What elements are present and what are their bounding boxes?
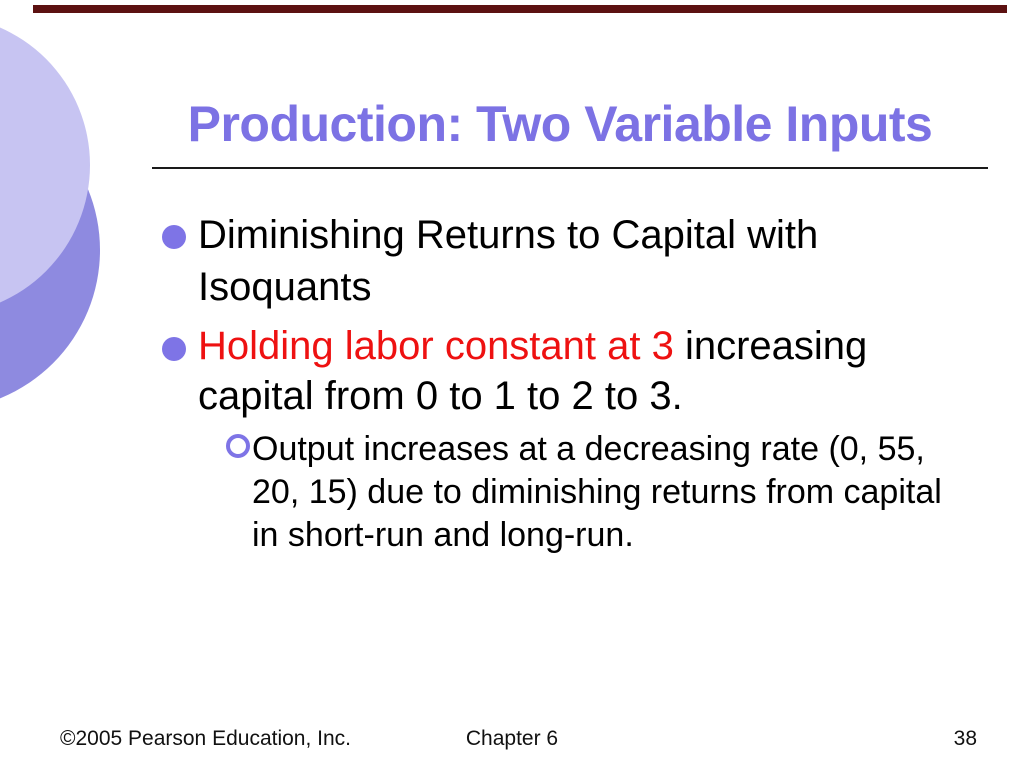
bullet-item-holding-labor: Holding labor constant at 3 increasing c… [160,321,958,421]
bullet-text: Diminishing Returns to Capital with Isoq… [198,213,819,309]
sub-bullet-ring-icon [226,434,250,458]
footer-copyright: ©2005 Pearson Education, Inc. [60,727,351,750]
bullet-dot-icon [162,225,186,249]
sub-bullet-item-output-increases: Output increases at a decreasing rate (0… [226,428,972,557]
bullet-dot-icon [162,337,186,361]
slide-title: Production: Two Variable Inputs [187,96,933,152]
top-accent-bar [33,5,1007,13]
footer-chapter-label: Chapter 6 [465,727,559,750]
bullet-text-red-emphasis: Holding labor constant at 3 [198,324,674,368]
footer-page-number: 38 [953,727,977,750]
bullet-text: Holding labor constant at 3 increasing c… [198,321,958,421]
bullet-item-diminishing-returns: Diminishing Returns to Capital with Isoq… [160,209,900,313]
bullet-text-black: increasing capital from 0 to 1 to 2 to 3… [198,324,868,418]
title-underline [152,167,988,169]
sub-bullet-text: Output increases at a decreasing rate (0… [252,430,942,554]
